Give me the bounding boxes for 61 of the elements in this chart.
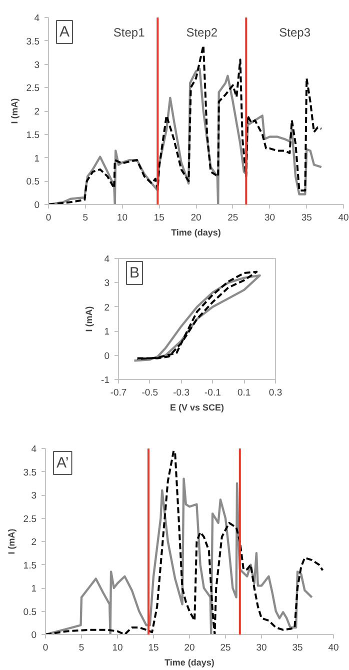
- x-tick-label: 35: [292, 642, 303, 654]
- y-tick-label: 1.5: [23, 560, 37, 572]
- y-tick-label: 0.5: [26, 176, 40, 188]
- y-tick-label: 3: [104, 278, 110, 290]
- y-tick-label: 3.5: [26, 36, 40, 48]
- x-axis-title: Time (days): [171, 228, 221, 238]
- annotation: B: [130, 264, 140, 282]
- y-tick-label: 4: [31, 444, 37, 455]
- x-tick-label: 15: [154, 212, 164, 224]
- x-tick-label: 0.3: [268, 388, 282, 398]
- y-axis-title: I (mA): [84, 306, 94, 332]
- x-tick-label: 25: [220, 642, 231, 654]
- x-tick-label: -0.7: [110, 388, 127, 398]
- x-tick-label: 20: [190, 212, 202, 224]
- x-tick-label: 0: [46, 212, 52, 224]
- x-tick-label: -0.3: [173, 388, 190, 398]
- y-tick-label: 0: [104, 350, 110, 362]
- y-axis-title: I (mA): [9, 98, 20, 124]
- annotation: Step2: [186, 26, 218, 40]
- y-tick-label: 0: [34, 200, 40, 211]
- x-tick-label: 40: [328, 642, 339, 654]
- y-tick-label: 3.5: [23, 467, 37, 478]
- x-axis-title: Time (days): [164, 658, 214, 668]
- x-axis-title: E (V vs SCE): [170, 402, 224, 412]
- y-tick-label: 2: [104, 302, 110, 314]
- y-tick-label: 1: [34, 153, 40, 164]
- y-axis-title: I (mA): [6, 528, 16, 554]
- y-tick-label: 3: [34, 60, 40, 71]
- y-tick-label: 2.5: [23, 514, 37, 525]
- annotation: Step1: [113, 26, 146, 40]
- line-series: [46, 478, 313, 634]
- x-tick-label: 10: [112, 642, 123, 654]
- x-tick-label: 5: [78, 642, 84, 654]
- x-tick-label: 30: [264, 212, 276, 224]
- y-tick-label: -1: [101, 375, 110, 386]
- y-tick-label: 4: [104, 254, 110, 265]
- x-tick-label: 40: [338, 212, 349, 224]
- y-tick-label: 1: [31, 584, 37, 594]
- x-tick-label: 0: [42, 642, 48, 654]
- x-tick-label: 0.1: [237, 388, 251, 398]
- x-tick-label: 25: [228, 212, 238, 224]
- y-tick-label: 0: [31, 630, 37, 641]
- y-tick-label: 3: [31, 490, 37, 502]
- x-tick-label: 10: [116, 212, 128, 224]
- y-tick-label: 0.5: [23, 606, 37, 618]
- annotation: Step3: [279, 26, 311, 40]
- x-tick-label: 30: [256, 642, 267, 654]
- x-tick-label: 35: [301, 212, 312, 224]
- y-tick-label: 1.5: [26, 130, 40, 141]
- x-tick-label: 20: [184, 642, 195, 654]
- annotation: A’: [56, 454, 69, 472]
- annotation: A: [60, 24, 70, 40]
- x-tick-label: -0.1: [204, 388, 221, 398]
- x-tick-label: -0.5: [142, 388, 158, 398]
- y-tick-label: 2: [31, 537, 37, 548]
- y-tick-label: 2: [34, 106, 40, 118]
- y-tick-label: 1: [104, 326, 110, 338]
- y-tick-label: 4: [34, 13, 40, 24]
- x-tick-label: 15: [148, 642, 159, 654]
- y-tick-label: 2.5: [26, 83, 40, 94]
- x-tick-label: 5: [82, 212, 88, 224]
